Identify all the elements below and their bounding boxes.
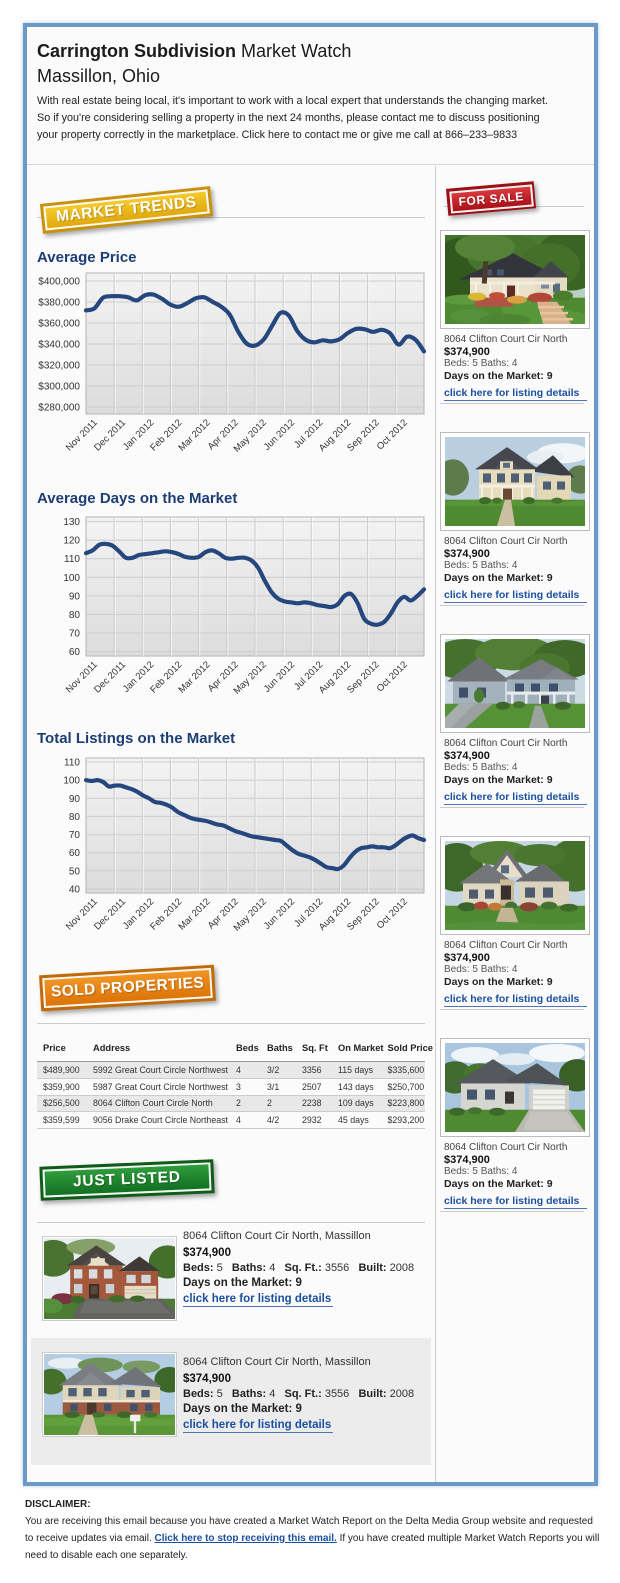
svg-text:$300,000: $300,000 [38, 382, 80, 393]
svg-text:100: 100 [63, 573, 80, 584]
svg-text:Jun 2012: Jun 2012 [262, 896, 297, 931]
svg-text:70: 70 [69, 629, 81, 640]
svg-text:Jun 2012: Jun 2012 [262, 417, 297, 452]
svg-text:Oct 2012: Oct 2012 [375, 896, 410, 931]
svg-text:$280,000: $280,000 [38, 403, 80, 414]
svg-text:130: 130 [63, 517, 80, 528]
svg-text:Oct 2012: Oct 2012 [375, 417, 410, 452]
svg-text:$340,000: $340,000 [38, 340, 80, 351]
svg-text:Jun 2012: Jun 2012 [262, 659, 297, 694]
svg-text:70: 70 [69, 830, 81, 841]
svg-text:100: 100 [63, 776, 80, 787]
svg-text:$360,000: $360,000 [38, 319, 80, 330]
svg-text:$320,000: $320,000 [38, 361, 80, 372]
svg-text:80: 80 [69, 610, 81, 621]
svg-text:60: 60 [69, 647, 81, 658]
svg-text:$380,000: $380,000 [38, 298, 80, 309]
svg-text:80: 80 [69, 812, 81, 823]
svg-text:40: 40 [69, 885, 81, 896]
svg-text:60: 60 [69, 848, 81, 859]
svg-text:120: 120 [63, 536, 80, 547]
svg-text:90: 90 [69, 591, 81, 602]
svg-text:90: 90 [69, 794, 81, 805]
svg-text:50: 50 [69, 866, 81, 877]
svg-text:110: 110 [64, 554, 80, 565]
svg-text:110: 110 [64, 758, 80, 769]
svg-text:Oct 2012: Oct 2012 [375, 659, 410, 694]
svg-text:$400,000: $400,000 [38, 277, 80, 288]
